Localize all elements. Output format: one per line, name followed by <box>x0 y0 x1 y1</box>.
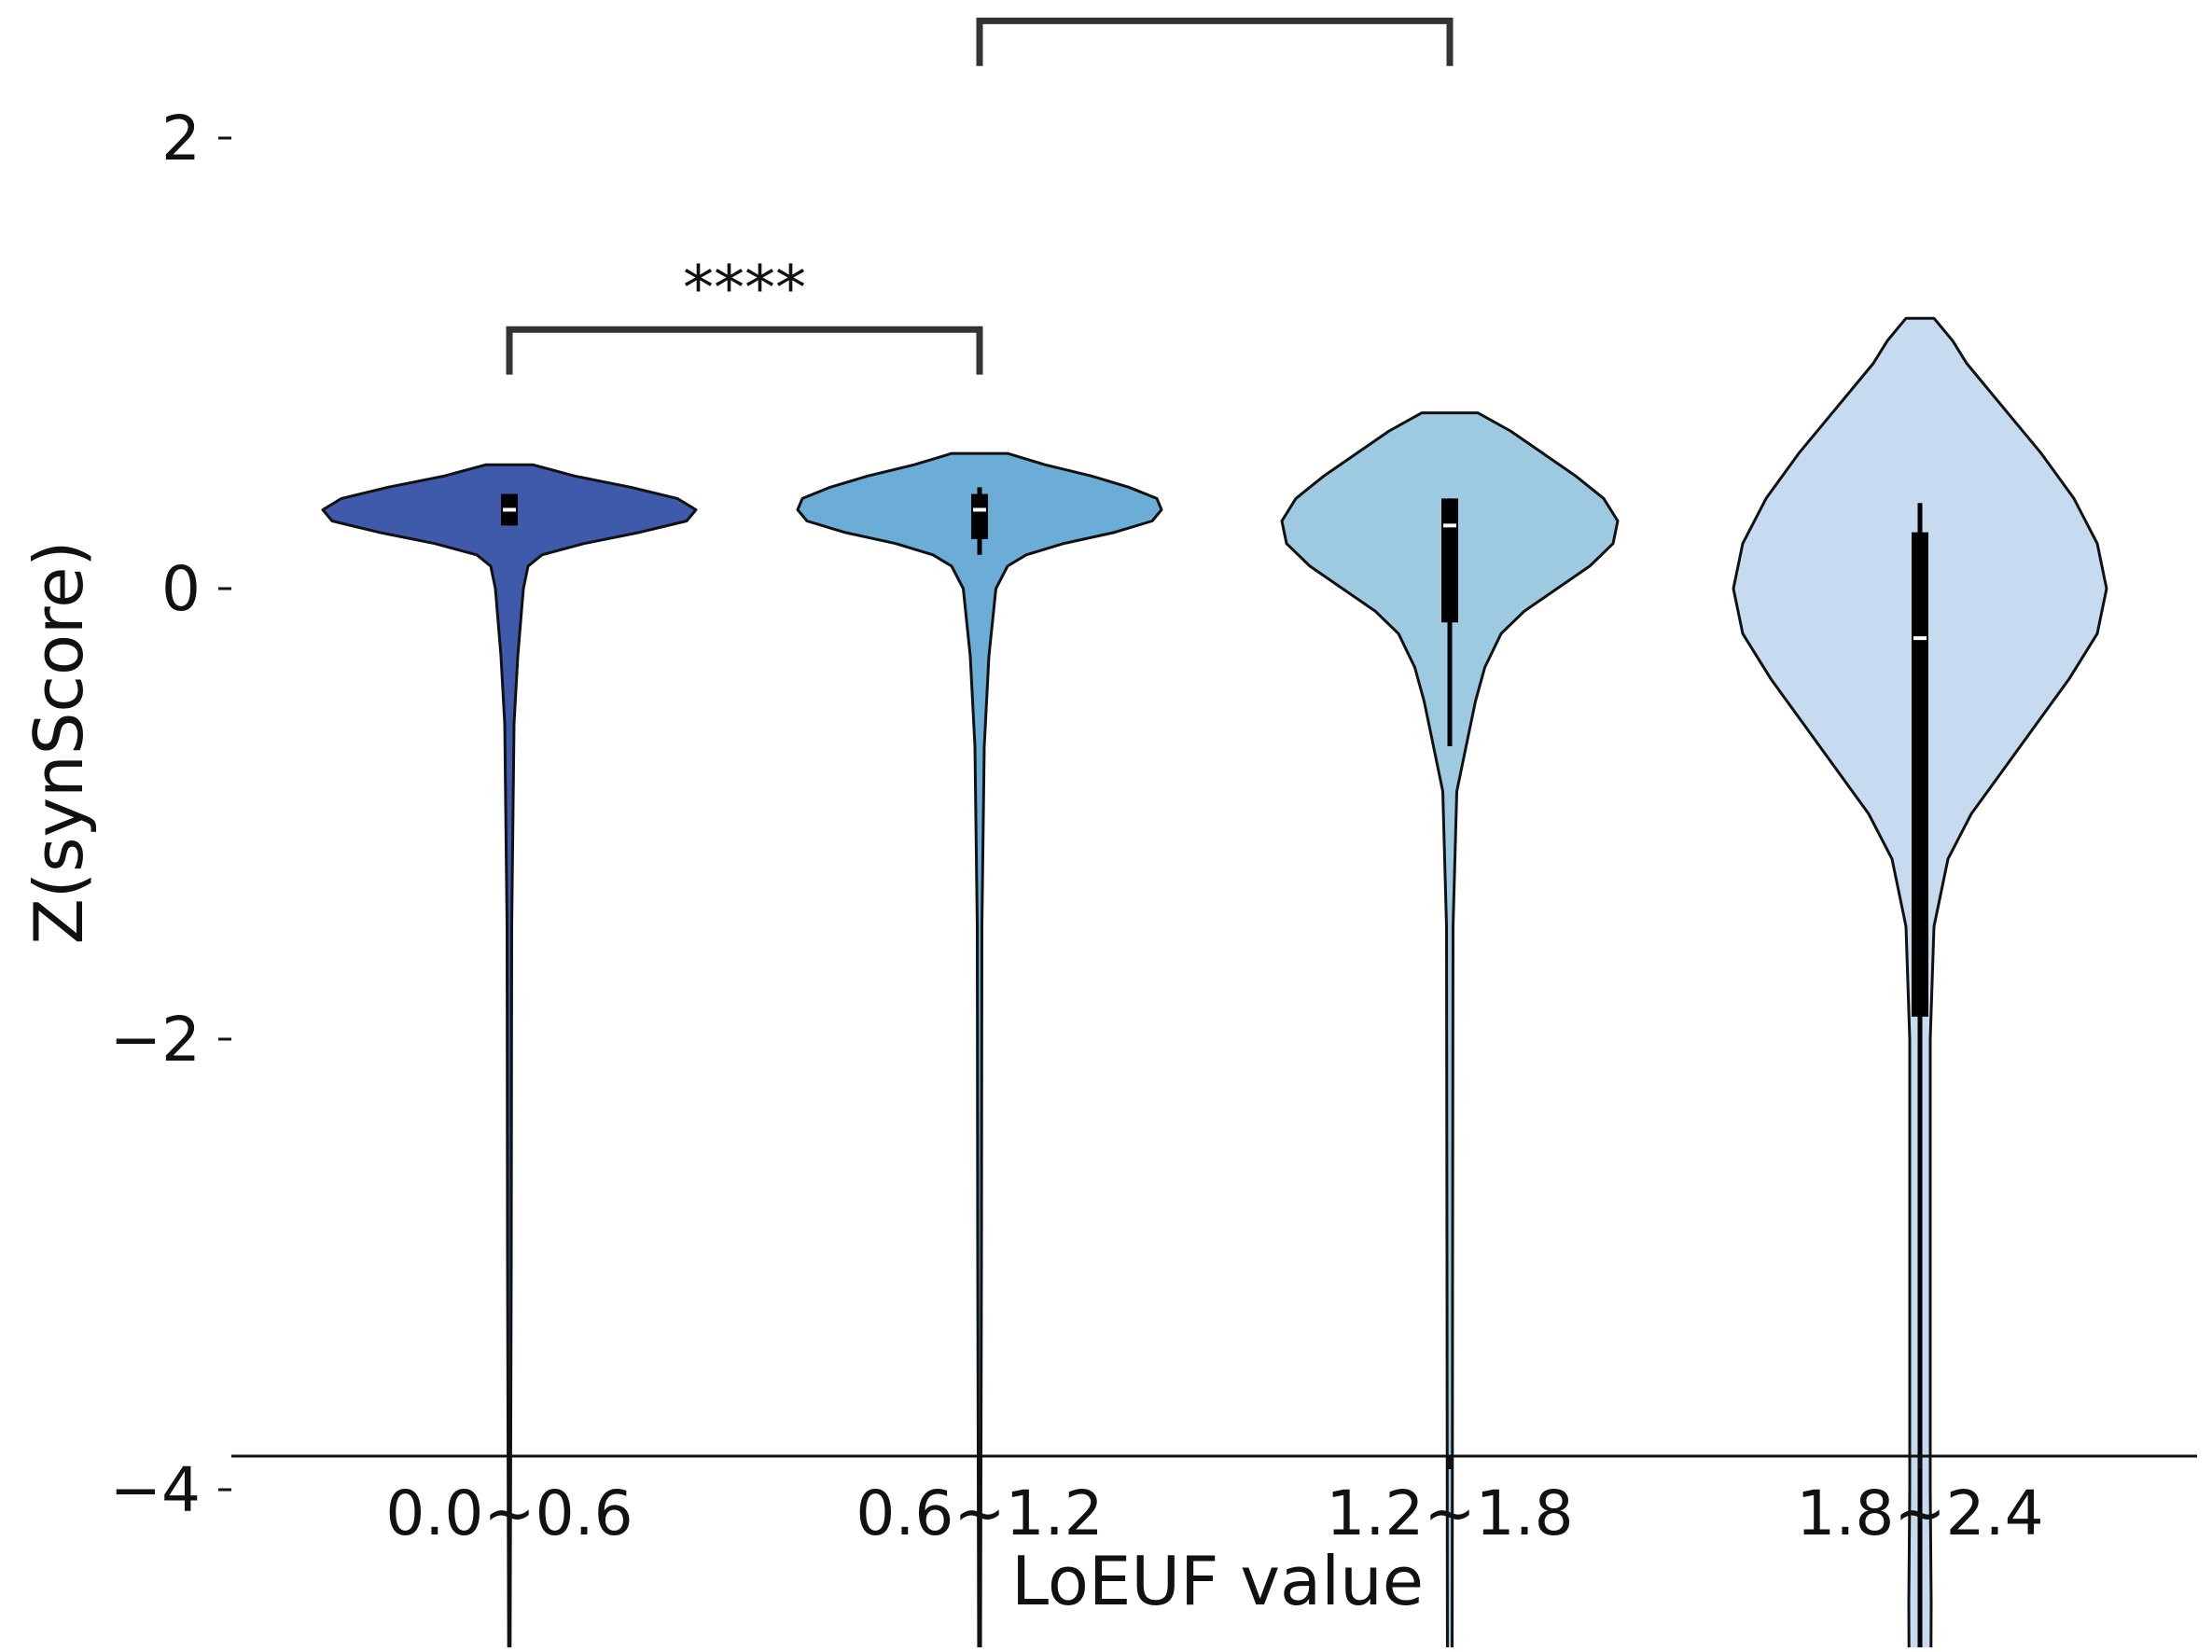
significance-bracket-1 <box>506 326 983 375</box>
significance-bracket-2 <box>976 17 1454 66</box>
significance-label-2: **** <box>1153 0 1276 15</box>
significance-layer: ************ <box>506 0 1454 375</box>
y-tick-label-4: −2 <box>110 1004 201 1076</box>
x-axis-title: LoEUF value <box>1011 1542 1424 1620</box>
x-tick-label-1: 0.0~0.6 <box>385 1478 633 1549</box>
violin-1 <box>321 463 698 1652</box>
x-tick-label-2: 0.6~1.2 <box>856 1478 1103 1549</box>
violins-layer <box>321 316 2108 1652</box>
x-tick-label-3: 1.2~1.8 <box>1326 1478 1573 1549</box>
y-tick-label-3: 0 <box>161 553 201 625</box>
violin-3 <box>1280 411 1620 1652</box>
axes-layer: 0.0~0.60.6~1.21.2~1.81.8~2.4420−2−4−6 <box>110 103 2197 1549</box>
iqr-box-2 <box>971 493 988 539</box>
iqr-box-4 <box>1912 532 1928 1017</box>
iqr-box-3 <box>1441 498 1458 623</box>
y-tick-label-5: −4 <box>110 1454 201 1526</box>
y-tick-label-2: 2 <box>161 103 201 174</box>
y-axis-title: Z(synScore) <box>20 541 98 945</box>
significance-label-1: **** <box>683 252 806 324</box>
boxplots-layer <box>501 487 1928 1652</box>
x-tick-label-4: 1.8~2.4 <box>1796 1478 2043 1549</box>
violin-2 <box>796 451 1163 1652</box>
